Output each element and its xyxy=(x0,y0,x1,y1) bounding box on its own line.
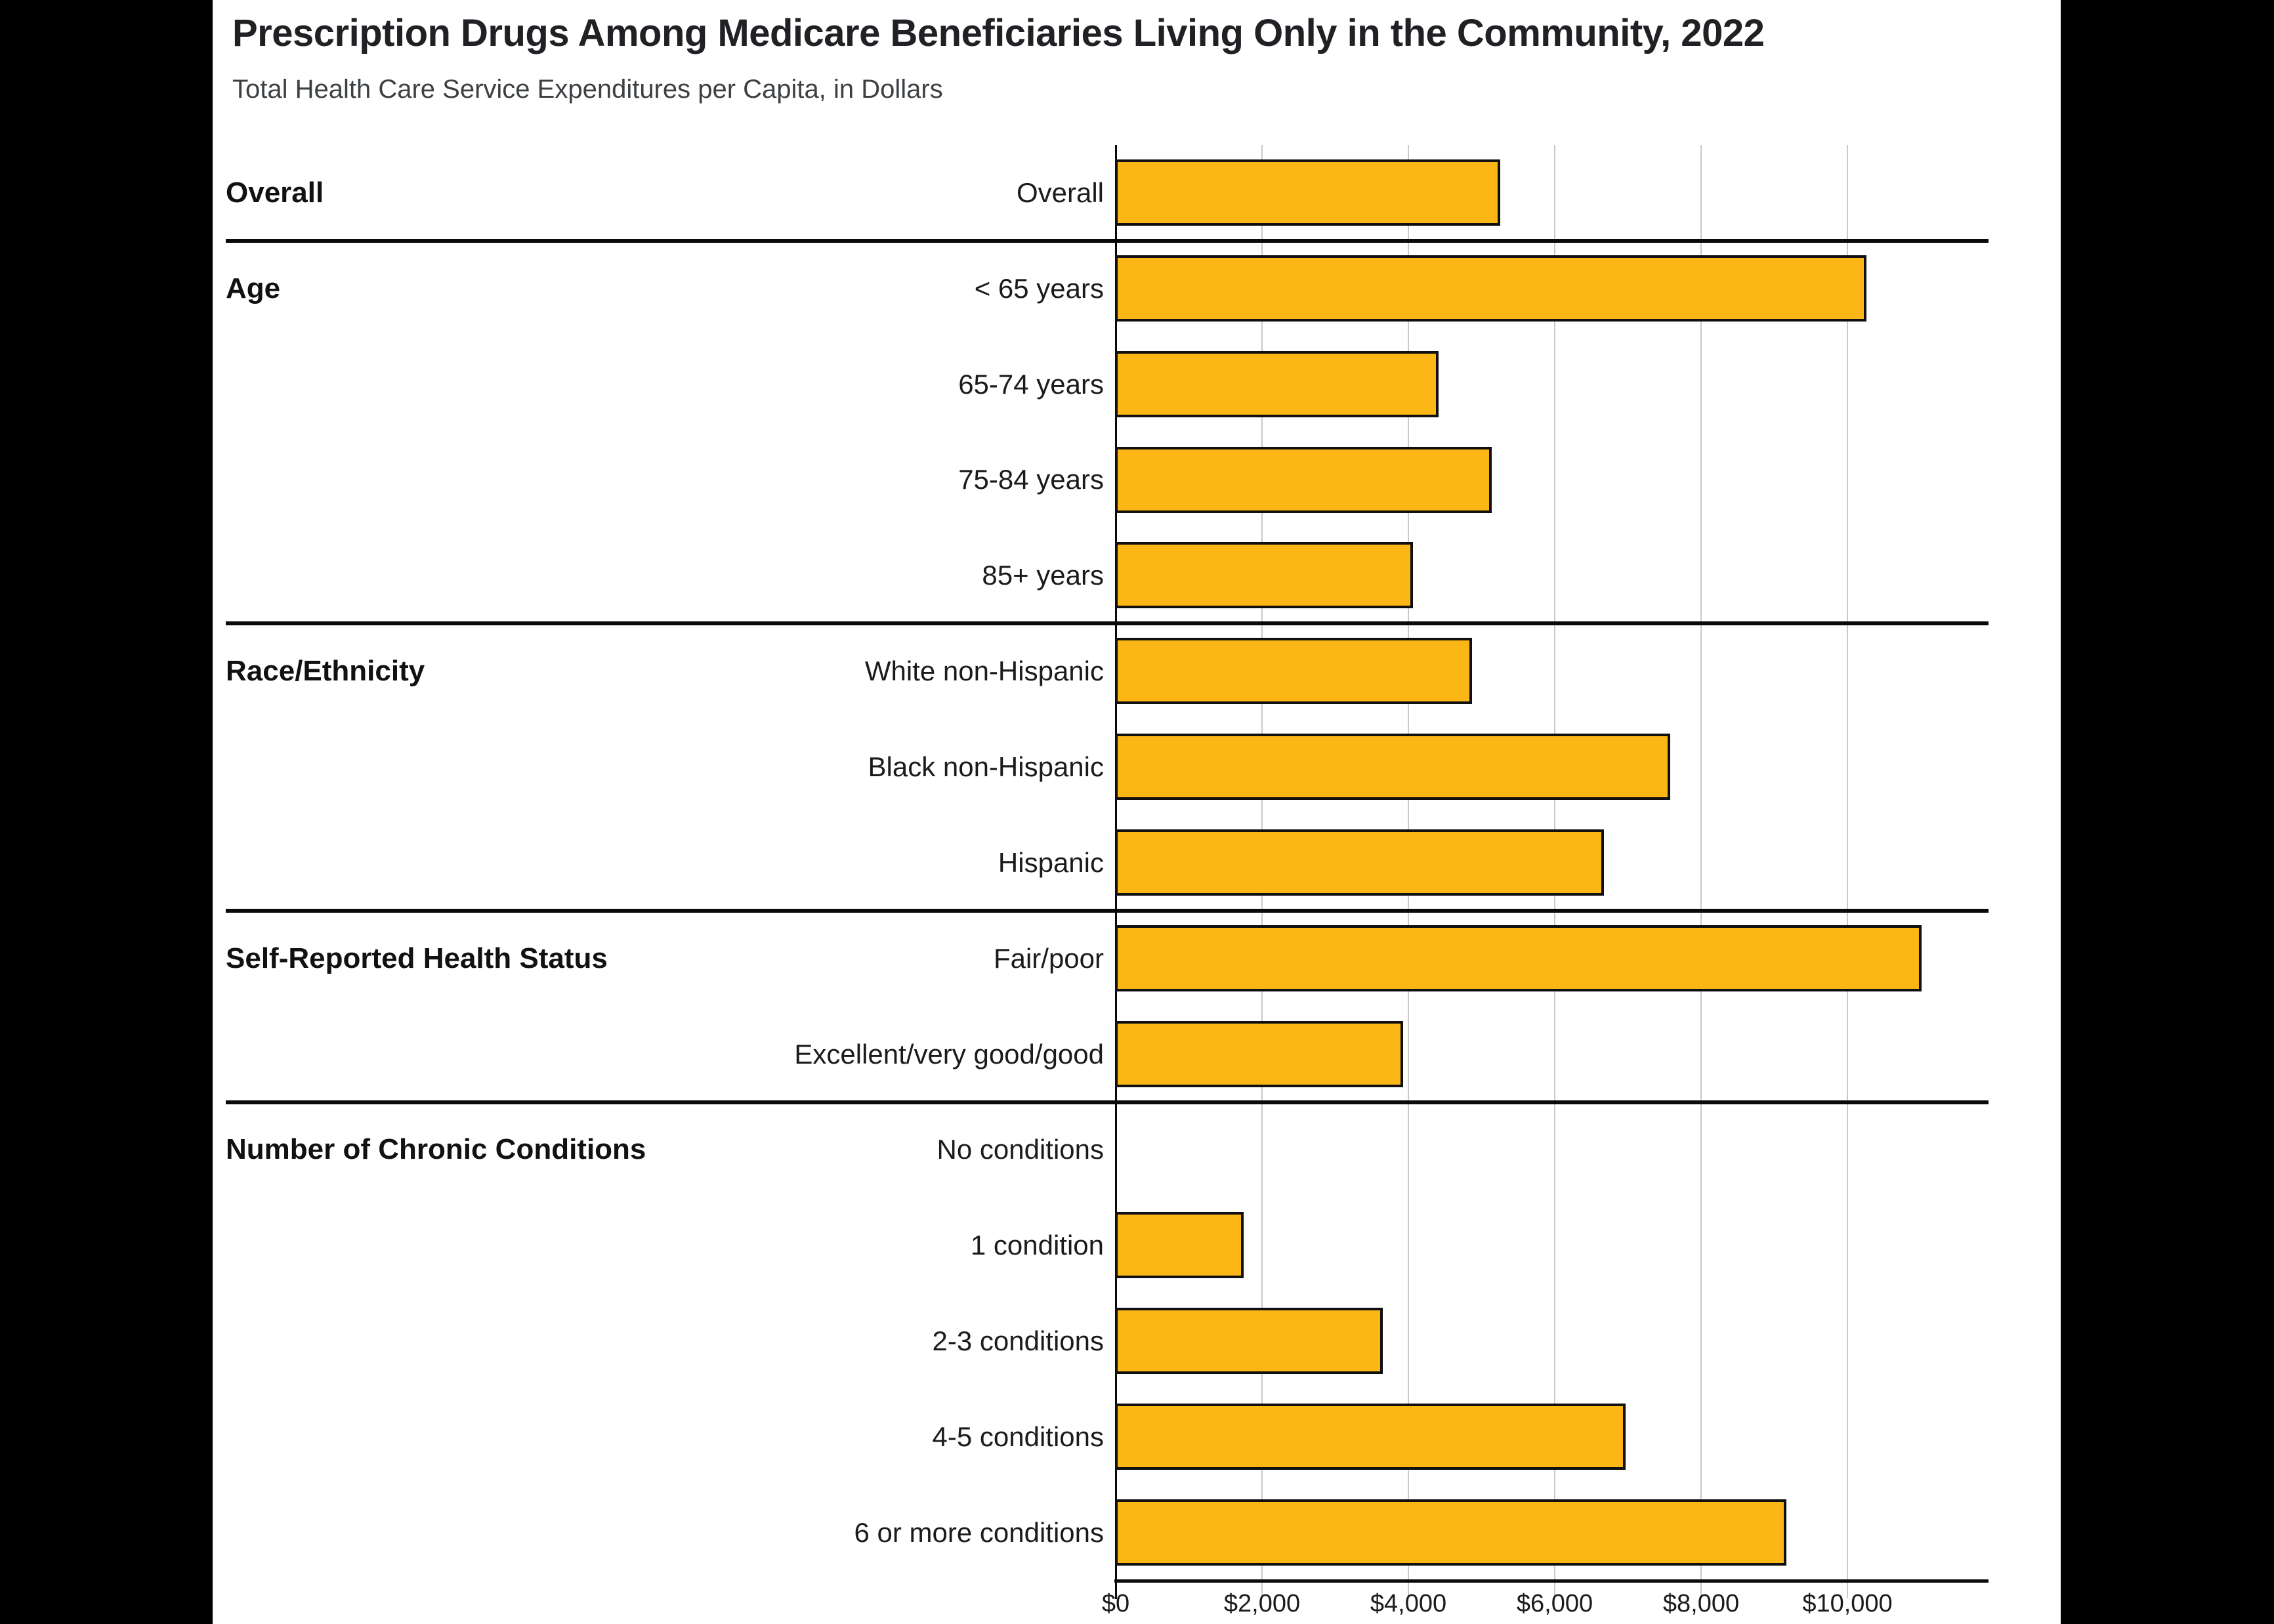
group-separator xyxy=(226,238,1989,243)
row-label: Black non-Hispanic xyxy=(868,751,1104,783)
row-label: 65-74 years xyxy=(958,368,1104,400)
x-tick-label: $0 xyxy=(1101,1589,1130,1617)
bar xyxy=(1115,734,1670,801)
group-separator xyxy=(226,621,1989,626)
axis-tick xyxy=(1261,1580,1263,1598)
x-tick-label: $2,000 xyxy=(1223,1589,1301,1617)
chart-subtitle: Total Health Care Service Expenditures p… xyxy=(232,75,943,104)
row-label: 75-84 years xyxy=(958,464,1104,495)
bar xyxy=(1115,446,1492,513)
bar xyxy=(1115,638,1472,705)
bar-chart: $0 $2,000 $4,000 $6,000 $8,000 $10,000 Overall… xyxy=(213,0,2061,1624)
axis-tick xyxy=(1408,1580,1409,1598)
bar xyxy=(1115,1499,1786,1566)
axis-tick xyxy=(1847,1580,1848,1598)
x-tick-label: $8,000 xyxy=(1662,1589,1740,1617)
row-label: Excellent/very good/good xyxy=(794,1038,1104,1070)
bar xyxy=(1115,255,1866,322)
group-label: Self-Reported Health Status xyxy=(226,942,608,974)
bar xyxy=(1115,1404,1626,1470)
axis-tick xyxy=(1554,1580,1555,1598)
row-label: Hispanic xyxy=(998,846,1104,878)
bar xyxy=(1115,159,1500,226)
gridline xyxy=(1700,145,1702,1581)
chart-title: Prescription Drugs Among Medicare Benefi… xyxy=(232,12,1765,54)
group-label: Overall xyxy=(226,176,324,209)
row-label: Overall xyxy=(1016,177,1104,208)
group-label: Race/Ethnicity xyxy=(226,655,425,688)
bar xyxy=(1115,1020,1403,1087)
bar xyxy=(1115,925,1922,991)
chart-panel: Prescription Drugs Among Medicare Benefi… xyxy=(213,0,2061,1624)
row-label: 2-3 conditions xyxy=(932,1325,1105,1357)
group-separator xyxy=(226,1100,1989,1104)
group-label: Number of Chronic Conditions xyxy=(226,1133,646,1166)
row-label: 4-5 conditions xyxy=(932,1421,1105,1452)
bar xyxy=(1115,542,1413,609)
row-label: 6 or more conditions xyxy=(854,1516,1104,1548)
row-label: White non-Hispanic xyxy=(864,656,1104,687)
group-label: Age xyxy=(226,272,281,304)
row-label: 1 condition xyxy=(970,1230,1104,1261)
bar xyxy=(1115,1308,1383,1375)
row-label: 85+ years xyxy=(982,560,1104,591)
x-axis-line xyxy=(1114,1579,1989,1583)
bar xyxy=(1115,829,1604,896)
bar xyxy=(1115,350,1439,417)
gridline xyxy=(1847,145,1848,1581)
group-separator xyxy=(226,908,1989,913)
x-tick-label: $10,000 xyxy=(1802,1589,1893,1617)
axis-tick xyxy=(1700,1580,1702,1598)
bar xyxy=(1115,1212,1244,1279)
row-label: No conditions xyxy=(937,1134,1104,1165)
x-tick-label: $4,000 xyxy=(1370,1589,1447,1617)
row-label: < 65 years xyxy=(974,272,1104,304)
x-tick-label: $6,000 xyxy=(1516,1589,1593,1617)
row-label: Fair/poor xyxy=(993,942,1104,974)
